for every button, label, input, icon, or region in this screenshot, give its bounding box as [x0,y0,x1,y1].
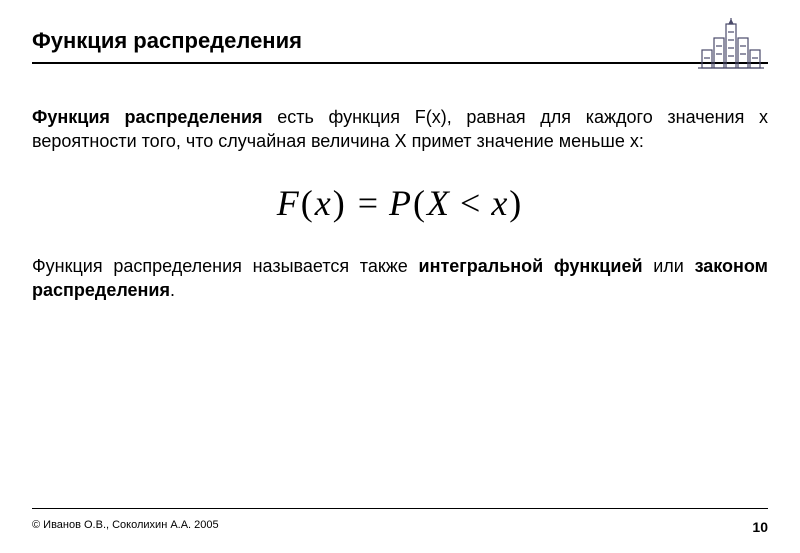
formula-P: P [389,183,411,223]
formula-X: X [427,183,449,223]
formula-paren-close-2: ) [507,183,523,223]
formula-x1: x [315,183,331,223]
slide-body: Функция распределения есть функция F(x),… [32,105,768,302]
definition-paragraph: Функция распределения есть функция F(x),… [32,105,768,154]
slide-header: Функция распределения [32,28,768,64]
slide-title: Функция распределения [32,28,768,54]
footer-rule [32,508,768,509]
note-mid: или [643,256,695,276]
note-pre: Функция распределения называется также [32,256,419,276]
note-post: . [170,280,175,300]
msu-building-icon [696,18,766,74]
note-paragraph: Функция распределения называется также и… [32,254,768,303]
header-rule [32,62,768,64]
note-bold-1: интегральной функцией [419,256,643,276]
formula: F(x) = P(X < x) [32,182,768,224]
formula-paren-open-2: ( [411,183,427,223]
formula-paren-open-1: ( [299,183,315,223]
formula-F: F [277,183,299,223]
formula-lt: < [458,183,482,223]
formula-paren-close-1: ) [331,183,347,223]
slide-footer: © Иванов О.В., Соколихин А.А. 2005 10 [32,508,768,533]
slide: Функция распределения [0,0,800,553]
definition-term: Функция распределения [32,107,263,127]
copyright: © Иванов О.В., Соколихин А.А. 2005 [32,519,219,531]
formula-equals: = [356,183,380,223]
page-number: 10 [752,519,768,535]
formula-x2: x [491,183,507,223]
